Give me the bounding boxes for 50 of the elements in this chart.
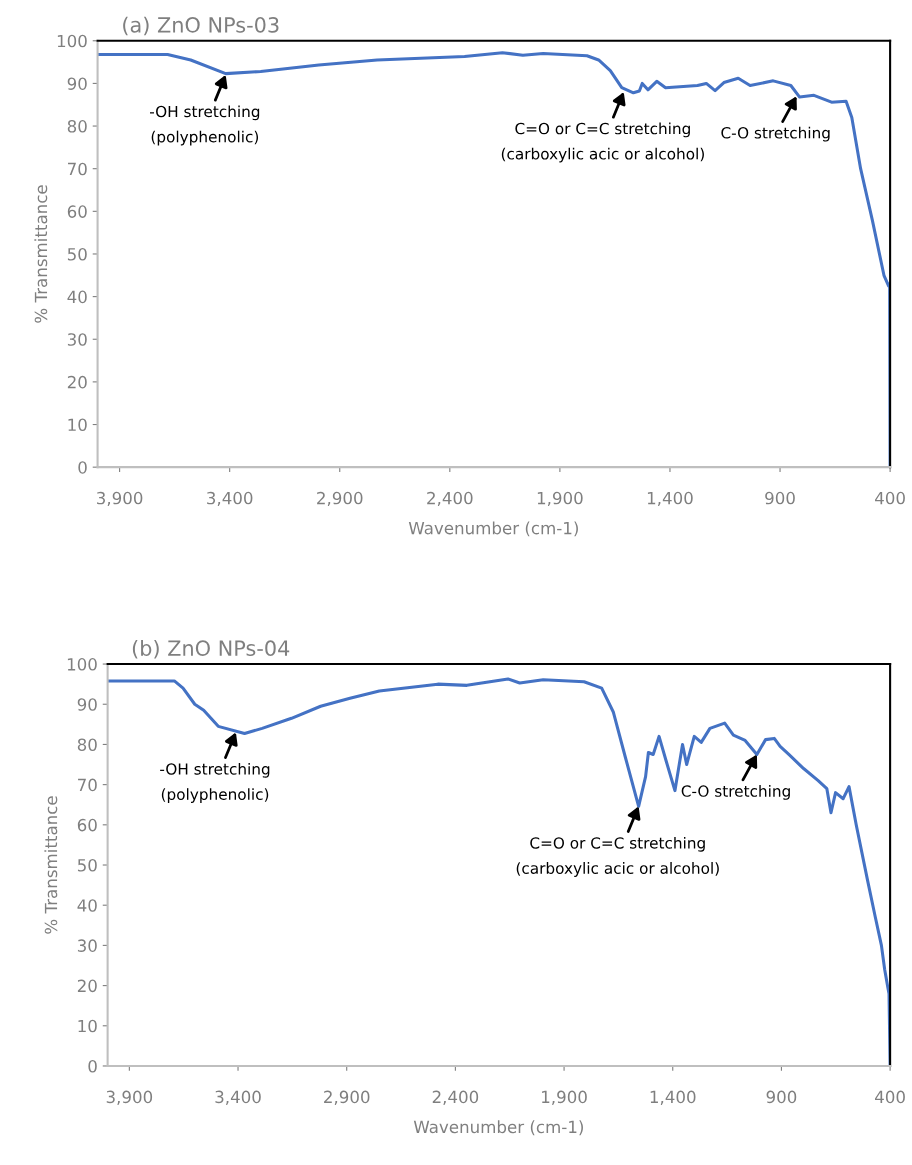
x-tick-label: 1,400 [650,1090,696,1105]
x-tick-label: 400 [875,1090,905,1104]
x-tick-label: 3,400 [207,491,253,507]
x-tick-label: 2,900 [324,1090,370,1105]
chart-title: (b) ZnO NPs-04 [132,639,290,659]
y-axis-title: % Transmittance [44,796,58,934]
y-tick-label: 30 [77,939,97,952]
annotation: C=O or C=C stretching (carboxylic acic or alcohol) [501,122,704,163]
y-tick-label: 60 [67,205,87,218]
x-tick-label: 2,400 [432,1090,479,1105]
x-tick-label: 2,900 [317,491,363,507]
y-tick-label: 20 [77,979,97,993]
y-tick-label: 0 [78,461,87,474]
y-tick-label: 90 [77,698,97,711]
y-tick-label: 90 [67,77,87,90]
y-tick-label: 100 [67,658,97,671]
y-axis-title: % Transmittance [34,185,48,323]
x-tick-label: 3,900 [106,1090,153,1105]
annotation: C=O or C=C stretching (carboxylic acic or alcohol) [516,836,719,877]
chart-title: (a) ZnO NPs-03 [123,16,279,36]
x-tick-label: 900 [766,1090,797,1104]
y-tick-label: 20 [67,375,87,389]
annotation: -OH stretching (polyphenolic) [160,762,270,803]
y-tick-label: 70 [68,162,87,176]
x-tick-label: 1,900 [542,1090,587,1105]
y-tick-label: 100 [57,34,87,48]
x-tick-label: 900 [765,491,795,505]
x-tick-label: 1,900 [537,491,583,507]
y-tick-label: 50 [67,247,87,261]
annotation: C-O stretching [681,785,790,800]
x-tick-label: 1,400 [647,491,693,507]
y-tick-label: 30 [67,333,87,346]
y-tick-label: 10 [68,418,87,432]
annotation: C-O stretching [721,126,830,142]
y-tick-label: 80 [77,738,97,751]
x-axis-title: Wavenumber (cm-1) [413,1120,583,1136]
y-tick-label: 40 [67,290,87,304]
y-tick-label: 40 [77,899,97,912]
y-tick-label: 50 [77,858,97,872]
y-tick-label: 70 [78,778,97,792]
y-tick-label: 10 [78,1019,97,1033]
x-tick-label: 400 [875,491,905,505]
y-tick-label: 60 [77,818,97,832]
x-axis-title: Wavenumber (cm-1) [408,521,578,537]
x-tick-label: 3,400 [215,1090,261,1105]
y-tick-label: 80 [67,120,87,133]
x-tick-label: 3,900 [97,491,143,507]
annotation: -OH stretching (polyphenolic) [149,105,260,146]
x-tick-label: 2,400 [427,491,473,507]
y-tick-label: 0 [88,1059,97,1073]
